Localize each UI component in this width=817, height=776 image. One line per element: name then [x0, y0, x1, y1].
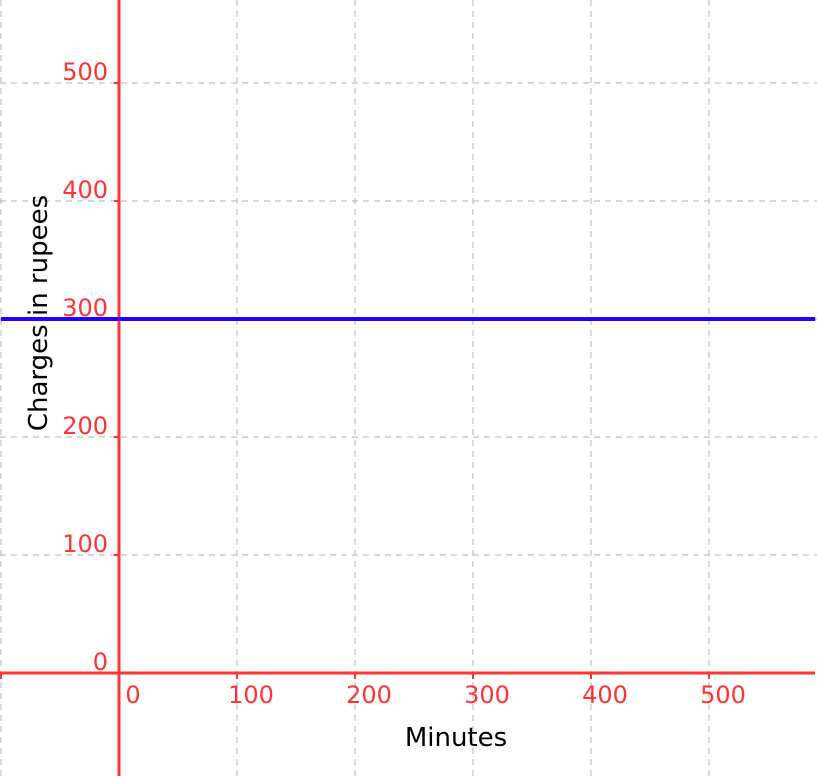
x-tick-label: 200	[346, 681, 392, 709]
y-tick-label: 100	[62, 530, 108, 558]
y-tick-label: 200	[62, 412, 108, 440]
x-tick-label: 300	[464, 681, 510, 709]
y-tick-label: 500	[62, 58, 108, 86]
y-tick-label: 0	[93, 648, 108, 676]
x-tick-label: 500	[700, 681, 746, 709]
x-axis-title: Minutes	[405, 723, 507, 753]
x-tick-label: 0	[125, 681, 140, 709]
x-tick-label: 400	[582, 681, 628, 709]
tick-labels: 0 100 200 300 400 500 0 100 200 300 400 500	[62, 58, 746, 709]
y-axis-title: Charges in rupees	[24, 195, 54, 431]
y-tick-label: 300	[62, 294, 108, 322]
x-tick-label: 100	[228, 681, 274, 709]
y-tick-label: 400	[62, 176, 108, 204]
